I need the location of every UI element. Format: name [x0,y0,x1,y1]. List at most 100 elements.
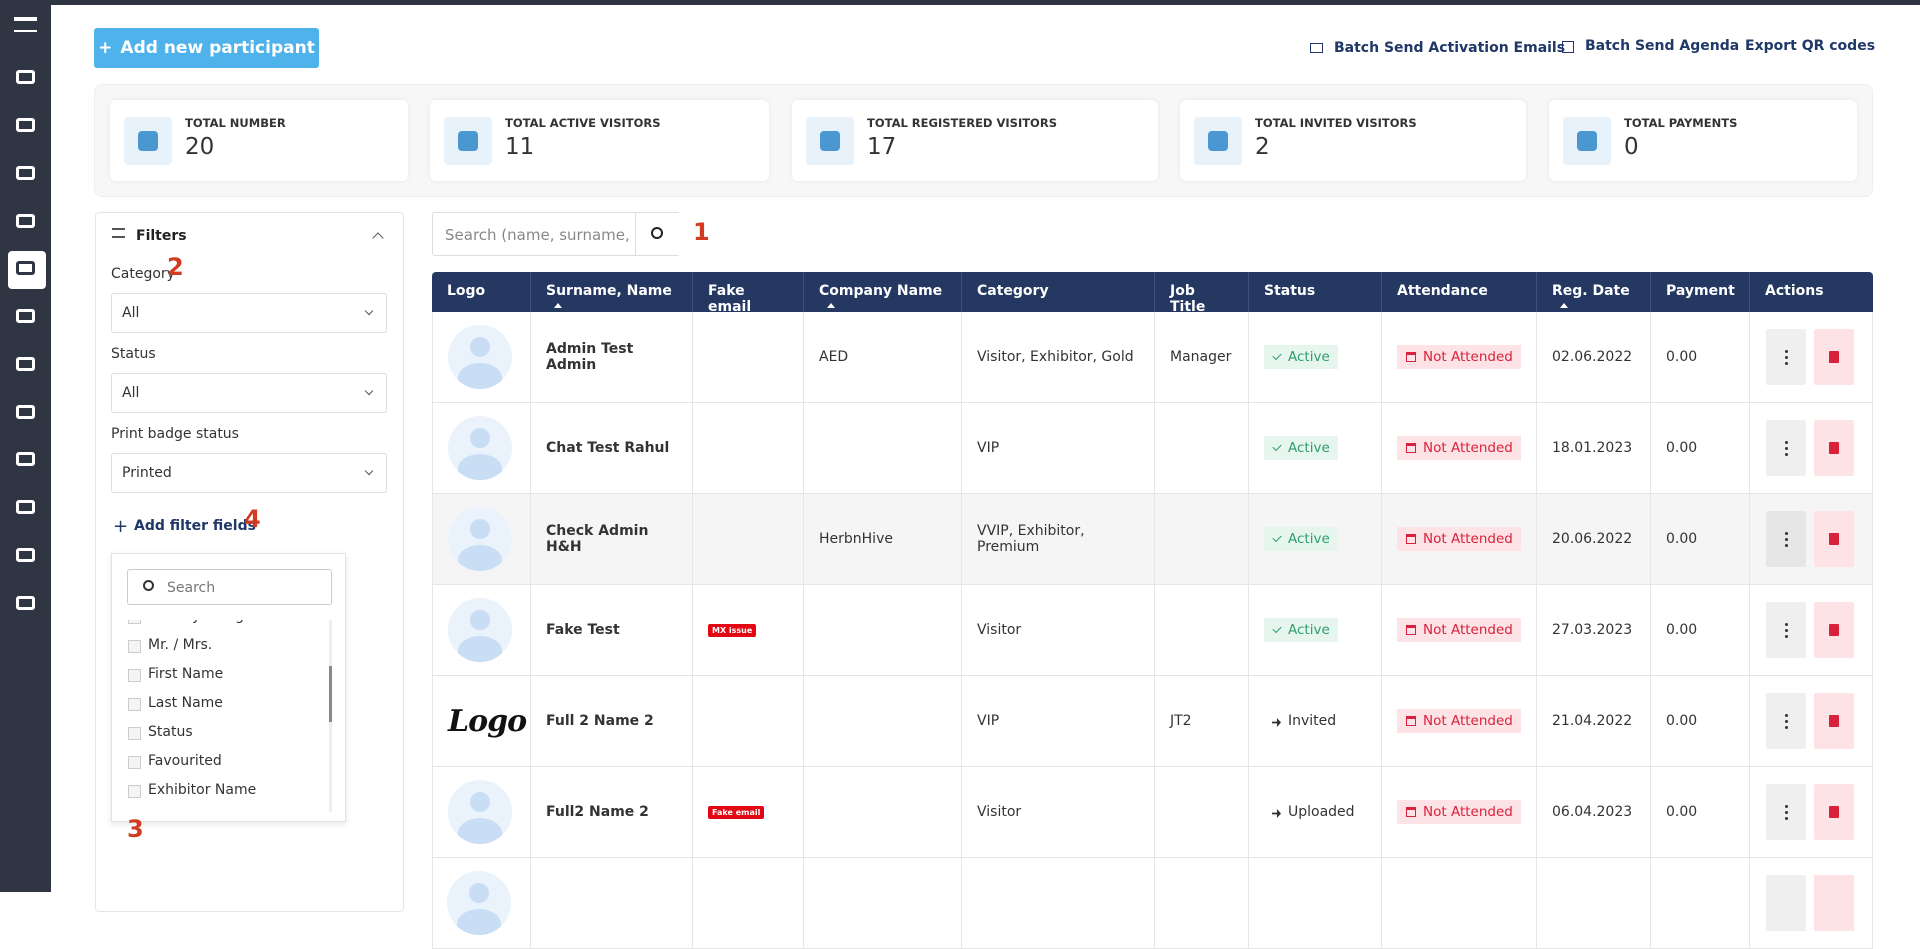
stat-value: 0 [1624,134,1639,160]
option[interactable]: Favourited [148,753,222,769]
status-icon [1272,350,1282,361]
more-button[interactable] [1766,420,1806,476]
delete-button[interactable] [1814,875,1854,931]
column-header[interactable]: Reg. Date [1537,272,1651,312]
delete-button[interactable] [1814,420,1854,476]
nav-icon[interactable] [16,548,35,562]
checkbox[interactable] [128,640,141,653]
column-title: Fake email [708,283,752,315]
checkbox[interactable] [128,727,141,740]
option[interactable]: Last Name [148,695,223,711]
option[interactable]: Status [148,724,193,740]
nav-icon[interactable] [16,596,35,610]
select[interactable]: Printed [111,453,387,493]
calendar-icon [1406,716,1416,726]
option[interactable]: Activity categories [148,620,278,624]
cell [693,403,804,494]
search-button[interactable] [635,213,680,255]
delete-button[interactable] [1814,511,1854,567]
column-header[interactable]: Fake email [693,272,804,315]
checkbox[interactable] [128,785,141,798]
sort-icon[interactable] [827,303,835,308]
nav-icon[interactable] [16,500,35,514]
nav-icon[interactable] [16,261,35,275]
column-header[interactable]: Status [1249,272,1382,312]
category: VIP [977,440,1000,456]
dot [1785,635,1788,638]
select[interactable]: All [111,293,387,333]
dot [1785,726,1788,729]
stat-value: 11 [505,134,535,160]
row-highlight [432,494,1873,585]
checkbox[interactable] [128,669,141,682]
stat-value: 2 [1255,134,1270,160]
nav-icon[interactable] [16,70,35,84]
filter-dropdown: Search Activity categories Mr. / Mrs. Firs… [111,553,346,822]
sort-icon[interactable] [554,303,562,308]
dot [1785,356,1788,359]
option[interactable]: First Name [148,666,224,682]
cell: 20.06.2022 [1537,494,1651,585]
column-header[interactable]: Payment [1651,272,1750,312]
column-header[interactable]: Attendance [1382,272,1537,312]
cell [804,403,962,494]
add-button[interactable]: + Add new participant [94,28,319,68]
dropdown-search[interactable]: Search [127,569,332,605]
nav-icon[interactable] [16,452,35,466]
add-button-label: Add new participant [120,38,315,58]
option[interactable]: Mr. / Mrs. [148,637,213,653]
cell [1155,403,1249,494]
name: Chat Test Rahul [546,440,670,456]
delete-button[interactable] [1814,602,1854,658]
column-title: Job Title [1170,283,1206,315]
option[interactable]: Exhibitor Name [148,782,257,798]
more-button[interactable] [1766,875,1806,931]
checkbox[interactable] [128,698,141,711]
checkbox[interactable] [128,620,141,624]
delete-button[interactable] [1814,329,1854,385]
attendance: Not Attended [1397,618,1521,642]
column-title: Category [977,283,1049,299]
column-header[interactable]: Job Title [1155,272,1249,315]
cell: MX issue [693,585,804,676]
cell [1750,767,1873,858]
avatar-body [458,818,502,844]
avatar-body [458,363,502,389]
link[interactable]: Batch Send Agenda [1585,38,1740,54]
more-button[interactable] [1766,511,1806,567]
nav-icon[interactable] [16,118,35,132]
nav-icon[interactable] [16,357,35,371]
add-filter-fields[interactable]: Add filter fields [134,518,256,534]
more-button[interactable] [1766,329,1806,385]
more-button[interactable] [1766,602,1806,658]
select[interactable]: All [111,373,387,413]
stat-icon [124,117,172,165]
delete-button[interactable] [1814,784,1854,840]
cell [1750,585,1873,676]
column-header[interactable]: Surname, Name [531,272,693,312]
link[interactable]: Batch Send Activation Emails [1334,40,1566,56]
column-header[interactable]: Company Name [804,272,962,312]
delete-button[interactable] [1814,693,1854,749]
sort-icon[interactable] [1560,303,1568,308]
field-label: Status [111,346,156,362]
cell: Fake email [693,767,804,858]
company: AED [819,349,849,365]
cell: Full 2 Name 2 [531,676,693,767]
nav-icon[interactable] [16,214,35,228]
search-box[interactable]: Search (name, surname, e [432,212,680,256]
more-button[interactable] [1766,784,1806,840]
checkbox[interactable] [128,756,141,769]
column-header[interactable]: Logo [432,272,531,312]
more-button[interactable] [1766,693,1806,749]
nav-icon[interactable] [16,309,35,323]
column-header[interactable]: Category [962,272,1155,312]
payment: 0.00 [1666,349,1698,365]
nav-icon[interactable] [16,166,35,180]
column-header[interactable]: Actions [1750,272,1873,312]
job: JT2 [1170,713,1192,729]
link[interactable]: Export QR codes [1745,38,1876,54]
calendar-icon [1406,352,1416,362]
nav-icon[interactable] [16,405,35,419]
cell: 27.03.2023 [1537,585,1651,676]
